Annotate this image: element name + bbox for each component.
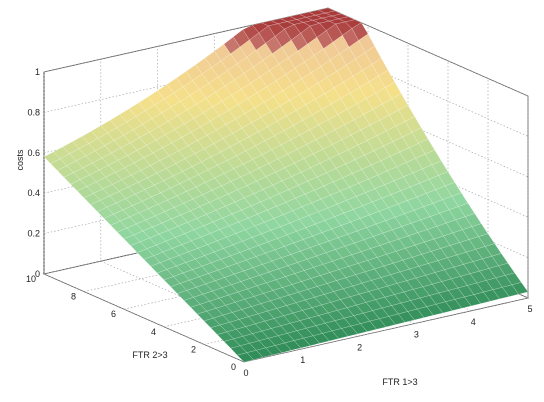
surface-mesh xyxy=(43,7,529,363)
z-tick-label: 0.2 xyxy=(27,229,40,239)
z-tick-label: 1 xyxy=(35,67,40,77)
x-tick-label: 2 xyxy=(357,342,362,352)
z-axis-label: costs xyxy=(15,149,25,171)
z-tick-label: 0 xyxy=(35,269,40,279)
z-tick-label: 0.8 xyxy=(27,107,40,117)
y-tick-label: 10 xyxy=(26,274,36,284)
grid-line-y xyxy=(243,96,529,363)
x-tick-label: 1 xyxy=(300,355,305,365)
z-tick-label: 0.6 xyxy=(27,148,40,158)
y-tick-label: 2 xyxy=(191,344,196,354)
x-tick-label: 5 xyxy=(527,304,532,314)
y-tick-label: 0 xyxy=(231,362,236,372)
x-axis-label: FTR 1>3 xyxy=(382,377,417,387)
x-tick-label: 0 xyxy=(243,368,248,378)
surface-cell xyxy=(236,352,254,363)
y-tick-label: 8 xyxy=(71,292,76,302)
y-tick-label: 4 xyxy=(151,327,156,337)
y-tick-label: 6 xyxy=(111,309,116,319)
x-tick-label: 4 xyxy=(471,317,476,327)
y-axis-label: FTR 2>3 xyxy=(132,350,167,360)
z-tick-label: 0.4 xyxy=(27,188,40,198)
x-tick-label: 3 xyxy=(414,330,419,340)
